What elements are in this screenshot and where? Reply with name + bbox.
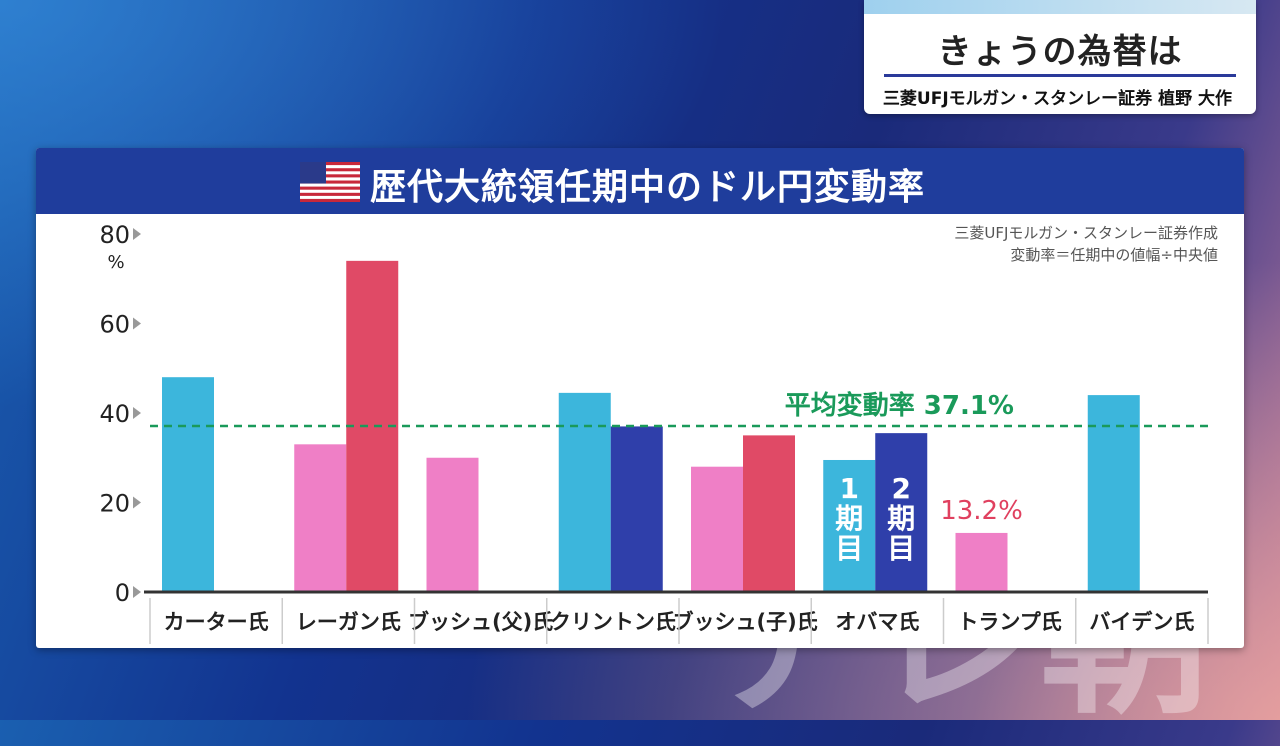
category-label: ブッシュ(子)氏 <box>673 610 818 634</box>
y-tick-marker <box>133 586 141 598</box>
value-annotation: 13.2% <box>940 496 1023 526</box>
source-note: 三菱UFJモルガン・スタンレー証券作成 <box>954 224 1218 242</box>
y-tick-label: 20 <box>99 490 130 518</box>
bar-term-label: 2 <box>892 472 911 505</box>
y-unit-label: % <box>107 252 124 273</box>
bar-0-0 <box>162 377 214 592</box>
caption-title: きょうの為替は <box>937 32 1183 72</box>
bar-term-label: 期 <box>835 502 863 535</box>
bar-3-1 <box>610 426 663 592</box>
y-tick-marker <box>133 228 141 240</box>
caption-divider <box>884 74 1236 77</box>
category-label: バイデン氏 <box>1089 610 1194 634</box>
chart-title: 歴代大統領任期中のドル円変動率 <box>370 167 926 208</box>
category-label: クリントン氏 <box>550 610 676 634</box>
y-tick-marker <box>133 407 141 419</box>
category-label: オバマ氏 <box>835 610 919 634</box>
caption-box: きょうの為替は 三菱UFJモルガン・スタンレー証券 植野 大作 <box>864 0 1256 114</box>
caption-speaker: 三菱UFJモルガン・スタンレー証券 植野 大作 <box>882 89 1232 109</box>
category-label: レーガン氏 <box>296 610 401 634</box>
y-tick-label: 0 <box>115 579 130 607</box>
bar-5-0 <box>823 459 876 592</box>
y-tick-marker <box>133 317 141 330</box>
category-label: ブッシュ(父)氏 <box>408 610 553 634</box>
category-label: カーター氏 <box>164 610 269 634</box>
y-tick-label: 40 <box>99 400 130 428</box>
bar-4-0 <box>691 466 743 592</box>
caption-top-bar <box>864 0 1256 14</box>
bar-7-0 <box>1087 395 1140 592</box>
chart-panel: 0 20 40 60 80% 1 期目 2 期目カーター氏 レーガン氏 ブッシュ(父)氏 クリントン氏… <box>36 148 1244 648</box>
bar-6-0 <box>955 532 1008 592</box>
chart-header: 歴代大統領任期中のドル円変動率 <box>36 148 1244 216</box>
bar-1-0 <box>294 444 347 592</box>
y-tick-label: 60 <box>99 311 130 339</box>
category-label: トランプ氏 <box>957 610 1061 634</box>
us-flag-icon <box>300 162 360 202</box>
bar-term-label: 期 <box>887 502 915 535</box>
average-label: 平均変動率 37.1% <box>785 390 1014 421</box>
bar-2-0 <box>426 457 479 592</box>
bar-term-label: 1 <box>840 472 859 505</box>
bar-5-1 <box>875 433 928 592</box>
y-tick-marker <box>133 496 141 509</box>
bar-term-label: 目 <box>887 532 915 565</box>
definition-note: 変動率＝任期中の値幅÷中央値 <box>1010 246 1218 264</box>
bar-4-1 <box>743 435 795 592</box>
y-tick-label: 80 <box>99 221 130 249</box>
bar-3-0 <box>558 392 611 592</box>
bar-term-label: 目 <box>835 532 863 565</box>
